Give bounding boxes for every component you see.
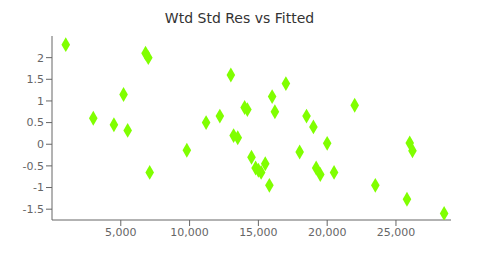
html-text:Wtd Std Res vs Fitted: Wtd Std Res vs Fitted (164, 10, 315, 26)
svg-text:1: 1 (37, 95, 44, 108)
svg-text:0: 0 (37, 138, 44, 151)
svg-text:15,000: 15,000 (239, 226, 278, 239)
svg-text:25,000: 25,000 (377, 226, 416, 239)
svg-text:2: 2 (37, 52, 44, 65)
svg-text:20,000: 20,000 (308, 226, 347, 239)
svg-text:-1: -1 (33, 181, 44, 194)
svg-text:10,000: 10,000 (170, 226, 209, 239)
svg-text:0.5: 0.5 (27, 116, 45, 129)
svg-text:1.5: 1.5 (27, 73, 45, 86)
svg-text:-1.5: -1.5 (23, 203, 44, 216)
svg-text:-0.5: -0.5 (23, 160, 44, 173)
svg-text:5,000: 5,000 (105, 226, 137, 239)
